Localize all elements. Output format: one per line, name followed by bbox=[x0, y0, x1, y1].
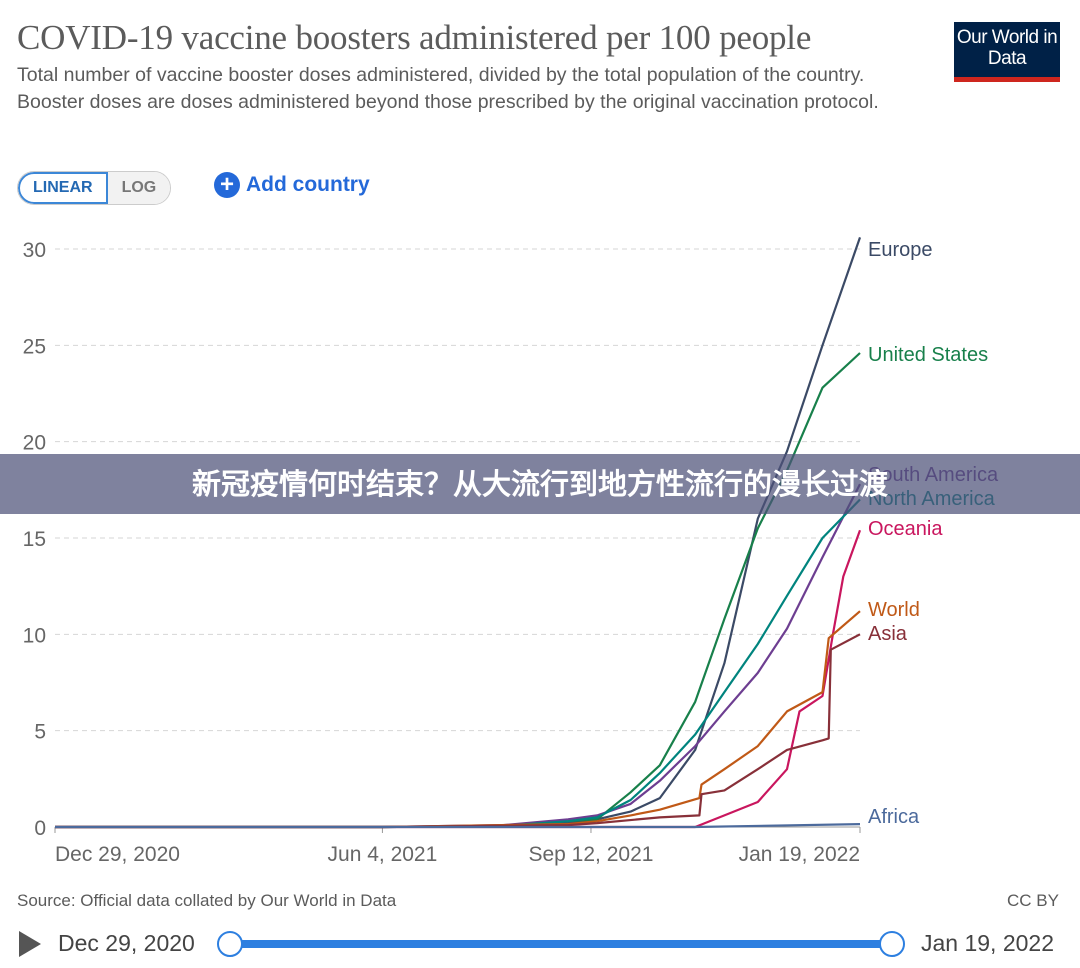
y-tick-label: 20 bbox=[23, 432, 46, 455]
y-tick-label: 0 bbox=[34, 817, 46, 840]
x-tick-label: Jun 4, 2021 bbox=[328, 843, 438, 866]
y-tick-label: 10 bbox=[23, 624, 46, 647]
timeline-end-handle[interactable] bbox=[879, 931, 905, 957]
chart-title: COVID-19 vaccine boosters administered p… bbox=[17, 18, 812, 57]
x-tick-label: Jan 19, 2022 bbox=[739, 843, 860, 866]
timeline-start-handle[interactable] bbox=[217, 931, 243, 957]
timeline-end-label: Jan 19, 2022 bbox=[921, 930, 1055, 956]
series-label: Africa bbox=[868, 806, 920, 828]
add-country-button[interactable]: + Add country bbox=[214, 172, 370, 198]
timeline-start-label: Dec 29, 2020 bbox=[58, 930, 195, 956]
series-label: Oceania bbox=[868, 518, 943, 540]
source-note: Source: Official data collated by Our Wo… bbox=[17, 891, 397, 910]
owid-logo[interactable]: Our World in Data bbox=[954, 22, 1060, 82]
series-line-north-america bbox=[55, 498, 861, 829]
series-line-south-america bbox=[55, 483, 861, 829]
play-icon[interactable] bbox=[19, 931, 41, 957]
series-line-africa bbox=[55, 823, 861, 829]
series-label: World bbox=[868, 599, 920, 621]
overlay-banner: 新冠疫情何时结束？从大流行到地方性流行的漫长过渡 bbox=[0, 454, 1080, 514]
series-label: Europe bbox=[868, 239, 933, 261]
logo-bar bbox=[954, 77, 1060, 82]
license-link[interactable]: CC BY bbox=[1007, 891, 1059, 910]
add-country-label: Add country bbox=[246, 173, 370, 196]
chart-subtitle: Total number of vaccine booster doses ad… bbox=[17, 64, 879, 113]
series-label: United States bbox=[868, 344, 988, 366]
x-tick-label: Sep 12, 2021 bbox=[528, 843, 653, 866]
timeline: Dec 29, 2020 Jan 19, 2022 bbox=[17, 928, 1067, 960]
series-label: Asia bbox=[868, 623, 908, 645]
series-line-world bbox=[55, 610, 861, 829]
line-chart: 0 5 10 15 20 25 30 Dec 29, 2020 Jun 4, 2021 Sep 1… bbox=[23, 237, 999, 866]
series-line-europe bbox=[55, 237, 862, 829]
scale-toggle: LINEAR LOG bbox=[17, 171, 172, 205]
y-tick-label: 5 bbox=[34, 721, 46, 744]
linear-button[interactable]: LINEAR bbox=[18, 172, 108, 204]
y-tick-label: 30 bbox=[23, 239, 46, 262]
plus-circle-icon: + bbox=[214, 172, 240, 198]
y-tick-label: 25 bbox=[23, 335, 46, 358]
timeline-track[interactable] bbox=[229, 940, 893, 948]
y-tick-label: 15 bbox=[23, 528, 46, 551]
series-line-asia bbox=[55, 633, 861, 829]
logo-text: Our World in Data bbox=[956, 27, 1058, 69]
x-tick-label: Dec 29, 2020 bbox=[55, 843, 180, 866]
series-line-oceania bbox=[55, 529, 862, 829]
series-line-united-states bbox=[55, 352, 861, 829]
log-button[interactable]: LOG bbox=[107, 172, 171, 204]
